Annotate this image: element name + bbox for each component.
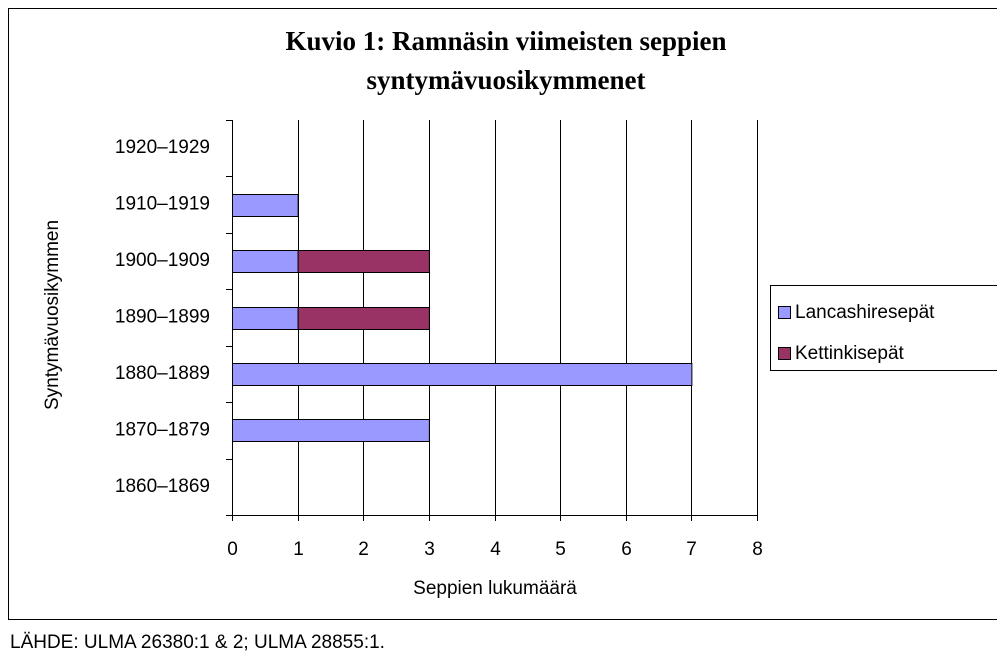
x-tick-label: 8 [752, 539, 763, 560]
y-tick-label: 1860–1869 [115, 476, 210, 497]
x-tick-label: 6 [621, 539, 632, 560]
y-tick-label: 1910–1919 [115, 194, 210, 215]
chart-title: syntymävuosikymmenet [366, 65, 645, 95]
y-tick-label: 1920–1929 [115, 137, 210, 158]
x-tick-label: 3 [424, 539, 435, 560]
x-tick-label: 2 [358, 539, 369, 560]
y-tick-label: 1890–1899 [115, 307, 210, 328]
bar [297, 250, 430, 273]
x-tick-label: 5 [555, 539, 566, 560]
x-tick-label: 7 [686, 539, 697, 560]
y-tick-label: 1870–1879 [115, 419, 210, 440]
legend-label: Kettinkisepät [795, 343, 905, 364]
y-axis-label: Syntymävuosikymmen [42, 220, 63, 410]
y-tick-label: 1880–1889 [115, 363, 210, 384]
x-axis-label: Seppien lukumäärä [413, 578, 577, 599]
y-tick-label: 1900–1909 [115, 250, 210, 271]
legend-swatch [778, 306, 791, 319]
bar [232, 363, 693, 386]
bar [232, 250, 299, 273]
source-note: LÄHDE: ULMA 26380:1 & 2; ULMA 28855:1. [10, 632, 385, 653]
legend-box [770, 285, 997, 371]
legend-swatch [778, 347, 791, 360]
bar [232, 307, 299, 330]
bar [232, 194, 299, 217]
chart-title: Kuvio 1: Ramnäsin viimeisten seppien [285, 26, 726, 56]
x-tick-label: 4 [490, 539, 501, 560]
bar [232, 419, 430, 442]
x-tick-label: 0 [227, 539, 238, 560]
bar [297, 307, 430, 330]
legend-label: Lancashiresepät [795, 302, 935, 323]
x-tick-label: 1 [293, 539, 304, 560]
